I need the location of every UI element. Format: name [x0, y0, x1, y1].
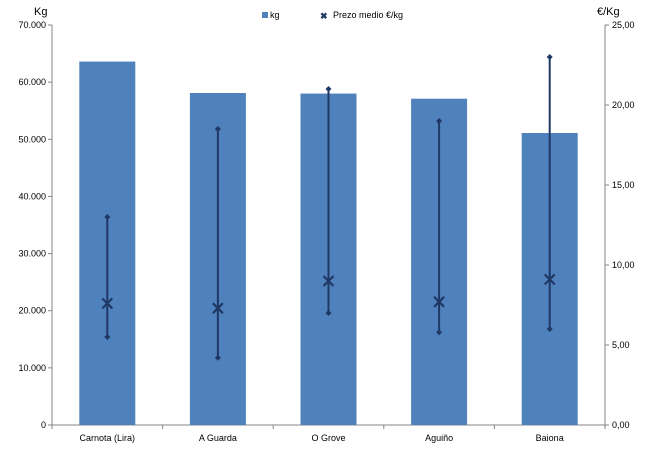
legend-price-label: Prezo medio €/kg: [333, 10, 403, 20]
legend-price-marker: ✖: [320, 11, 328, 21]
price-average-marker: [212, 302, 224, 314]
price-min-marker: [325, 310, 332, 316]
y-left-axis-title: Kg: [34, 6, 47, 18]
x-tick-label: A Guarda: [199, 433, 237, 443]
y-left-tick-label: 10.000: [18, 363, 46, 373]
legend-kg-label: kg: [270, 10, 280, 20]
legend-kg-swatch: [262, 12, 268, 18]
y-right-tick-label: 20,00: [612, 100, 635, 110]
y-right-tick-label: 25,00: [612, 20, 635, 30]
x-tick-label: Carnota (Lira): [80, 433, 136, 443]
y-right-tick-label: 10,00: [612, 260, 635, 270]
y-right-tick-label: 0,00: [612, 420, 630, 430]
price-average-marker: [101, 297, 114, 310]
price-max-marker: [436, 118, 443, 124]
y-right-tick-label: 15,00: [612, 180, 635, 190]
price-max-marker: [104, 214, 111, 220]
y-left-tick-label: 50.000: [18, 134, 46, 144]
price-max-marker: [214, 126, 221, 132]
y-left-tick-label: 30.000: [18, 249, 46, 259]
y-left-tick-label: 0: [41, 420, 46, 430]
legend: kg ✖ Prezo medio €/kg: [262, 10, 403, 21]
price-average-marker: [543, 273, 556, 286]
price-average-marker: [322, 275, 335, 287]
price-min-marker: [436, 329, 443, 336]
y-left-tick-label: 40.000: [18, 191, 46, 201]
y-right-tick-label: 5,00: [612, 340, 630, 350]
x-tick-label: Aguiño: [425, 433, 453, 443]
y-left-tick-label: 70.000: [18, 20, 46, 30]
x-tick-label: O Grove: [311, 433, 345, 443]
price-max-marker: [325, 86, 332, 92]
y-left-tick-label: 60.000: [18, 77, 46, 87]
price-min-marker: [214, 354, 221, 361]
price-min-marker: [546, 326, 553, 332]
x-tick-label: Baiona: [536, 433, 564, 443]
plot-area: 0 10.000 20.000 30.000 40.000 50.000 60.000 70.…: [18, 20, 634, 443]
y-left-tick-label: 20.000: [18, 306, 46, 316]
price-average-marker: [433, 296, 445, 308]
y-right-axis-title: €/Kg: [597, 6, 620, 18]
price-max-marker: [546, 54, 553, 60]
price-min-marker: [104, 334, 111, 340]
